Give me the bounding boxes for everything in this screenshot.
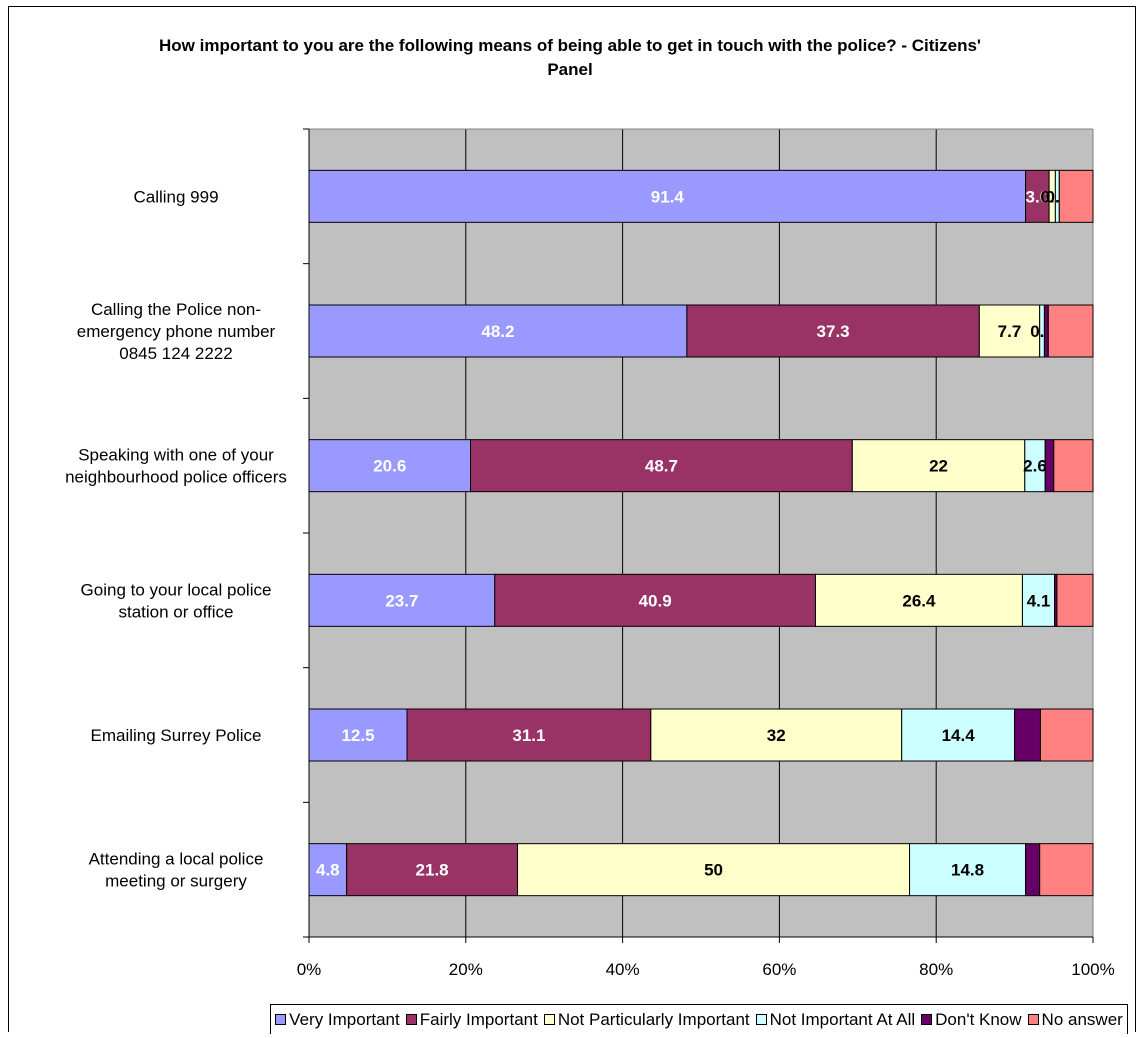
legend-label: Fairly Important [419,1009,538,1029]
bar-segment [406,708,652,762]
data-label: 12.5 [341,726,374,745]
bar-segment [1025,843,1041,897]
bar-segment [978,304,1041,358]
data-label: 50 [704,861,723,880]
data-label: 31.1 [512,726,545,745]
legend-label: Very Important [289,1009,400,1029]
chart-frame [8,6,1136,1032]
legend-label: Not Important At All [769,1009,916,1029]
category-label: Emailing Surrey Police [90,726,261,745]
bar-segment [686,304,980,358]
legend-swatch [275,1014,287,1025]
bar-segment [1044,439,1055,493]
data-label: 48.7 [645,457,678,476]
data-label: 21.8 [416,861,449,880]
category-label: Calling 999 [133,187,218,206]
legend-item: Very Important [275,1010,400,1030]
x-tick-label: 100% [1071,960,1114,979]
bar-segment [308,304,688,358]
legend-swatch [921,1014,933,1025]
bar-segment [470,439,853,493]
data-label: 14.4 [942,726,976,745]
legend-swatch [1027,1014,1039,1025]
category-label: Attending a local police meeting or surge… [89,850,264,891]
data-label: 37.3 [817,322,850,341]
bar-segment [308,708,408,762]
legend-item: Fairly Important [405,1009,538,1030]
bar-segment [851,439,1026,493]
x-tick-label: 20% [449,960,483,979]
legend-item: No answer [1027,1009,1123,1030]
bar-segment [1056,573,1094,627]
data-label: 26.4 [902,591,936,610]
category-label: Calling the Police non-emergency phone n… [77,300,276,363]
chart-plot: 91.4 3.00.80.548.2 37.3 7.7 0.620.6 48.7 22 2.6… [65,128,1115,979]
bar-segment [1053,439,1094,493]
bar-segment [1021,573,1056,627]
chart-legend: Very Important Fairly Important Not Partic… [270,1004,1128,1034]
legend-item: Not Particularly Important [543,1009,750,1030]
data-label: 3.0 [1026,187,1050,206]
legend-item: Don't Know [921,1009,1022,1030]
bar-segment [1014,708,1041,762]
data-label: 20.6 [373,457,406,476]
bar-segment [650,708,903,762]
bar-segment [1058,169,1094,223]
x-tick-label: 40% [606,960,640,979]
data-label: 7.7 [998,322,1022,341]
data-label: 91.4 [651,187,685,206]
data-label: 40.9 [639,591,672,610]
bar-segment [1047,304,1094,358]
x-tick-label: 80% [919,960,953,979]
bar-segment [901,708,1016,762]
category-label: Speaking with one of your neighbourhood p… [65,446,287,487]
bar-segment [1039,843,1094,897]
bar-segment [346,843,519,897]
data-label: 14.8 [951,861,984,880]
bar-segment [308,573,496,627]
legend-label: No answer [1041,1009,1123,1029]
data-label: 4.1 [1027,591,1051,610]
data-label: 48.2 [481,322,514,341]
data-label: 23.7 [385,591,418,610]
legend-label: Don't Know [935,1009,1022,1029]
bar-segment [814,573,1023,627]
legend-swatch [405,1014,417,1025]
bar-segment [517,843,911,897]
x-tick-label: 60% [762,960,796,979]
data-label: 32 [767,726,786,745]
legend-swatch [755,1014,767,1025]
plot-area [309,129,1093,937]
bar-segment [494,573,816,627]
legend-item: Not Important At All [755,1009,916,1030]
data-label: 4.8 [316,861,340,880]
legend-label: Not Particularly Important [557,1009,750,1029]
data-label: 22 [929,457,948,476]
data-label: 2.6 [1023,457,1047,476]
category-label: Going to your local police station or off… [81,580,272,621]
x-tick-label: 0% [297,960,322,979]
legend-swatch [543,1014,555,1025]
chart-title: How important to you are the following m… [159,36,981,79]
bar-segment [909,843,1027,897]
bar-segment [1039,708,1094,762]
bar-segment [1043,304,1049,358]
